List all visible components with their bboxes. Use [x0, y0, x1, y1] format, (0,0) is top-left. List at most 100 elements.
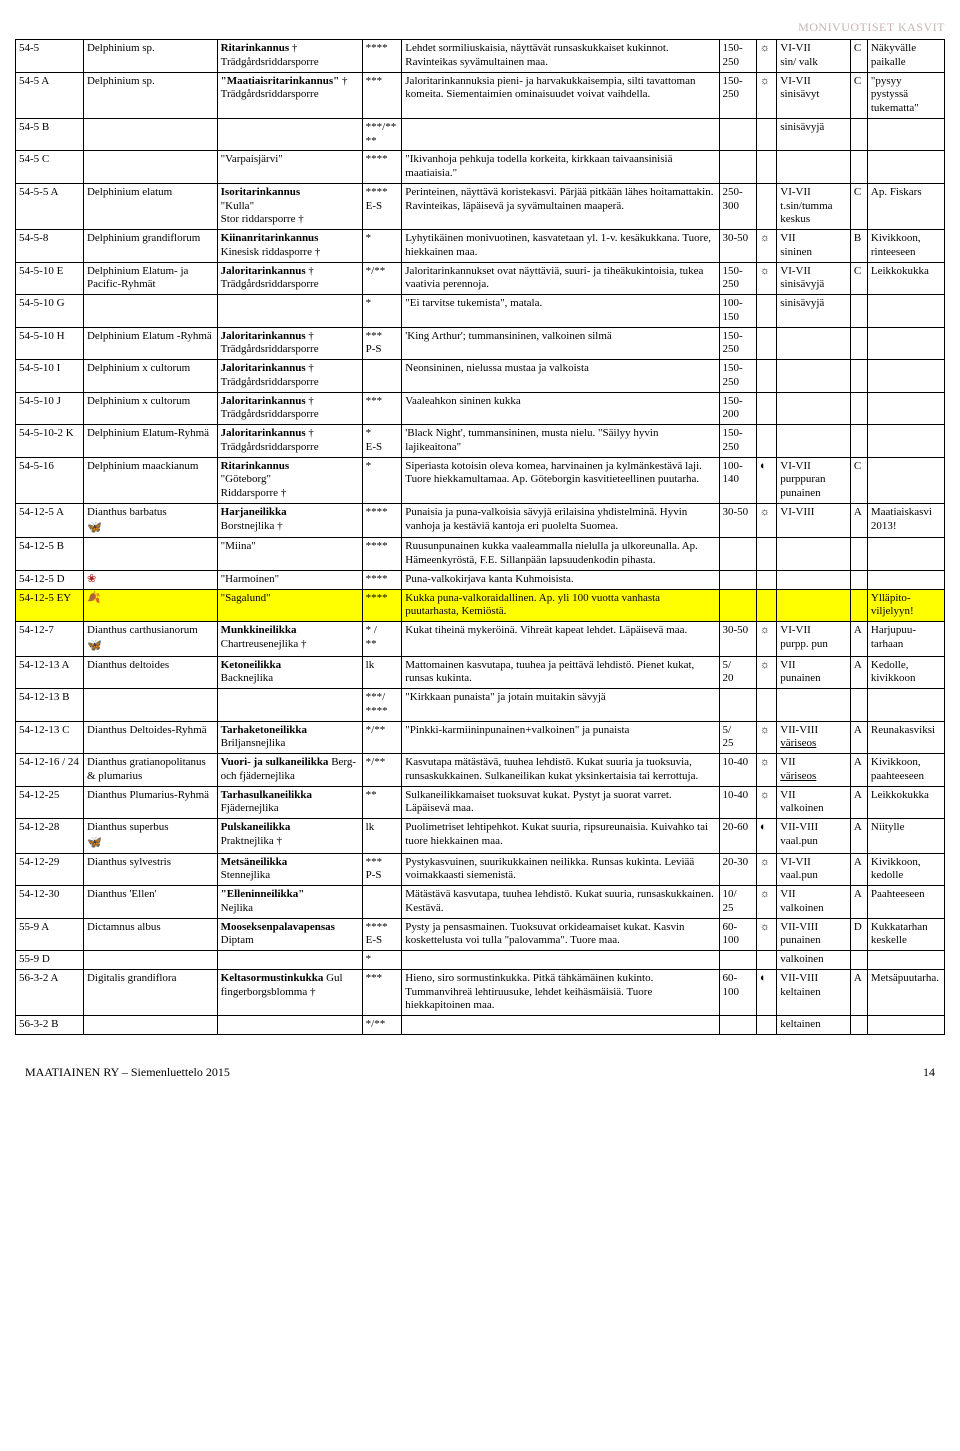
cell-bloom: VIIsininen: [777, 230, 851, 263]
cell-code: 54-12-30: [16, 886, 84, 919]
cell-zone: C: [850, 457, 867, 503]
cell-desc: Lehdet sormiliuskaisia, näyttävät runsas…: [402, 40, 719, 73]
cell-rating: [362, 360, 402, 393]
cell-species: [83, 1016, 217, 1035]
butterfly-icon: [87, 520, 107, 534]
cell-height: 10/25: [719, 886, 756, 919]
cell-sun: [756, 570, 776, 589]
table-row: 54-12-5 EY"Sagalund"****Kukka puna-valko…: [16, 589, 945, 622]
cell-bloom: [777, 425, 851, 458]
table-row: 54-12-7Dianthus carthusianorum Munkkinei…: [16, 622, 945, 657]
cell-rating: [362, 886, 402, 919]
cell-notes: Näkyvälle paikalle: [867, 40, 944, 73]
cell-zone: [850, 327, 867, 360]
cell-notes: Kivikkoon, rinteeseen: [867, 230, 944, 263]
cell-code: 54-12-5 EY: [16, 589, 84, 622]
cell-zone: A: [850, 754, 867, 787]
cell-sun: [756, 151, 776, 184]
cell-desc: Jaloritarinkannukset ovat näyttäviä, suu…: [402, 262, 719, 295]
cell-zone: [850, 589, 867, 622]
cell-bloom: VII-VIIIpunainen: [777, 918, 851, 951]
cell-sun: ☼: [756, 754, 776, 787]
cell-height: 60-100: [719, 969, 756, 1015]
cell-bloom: VIIvalkoinen: [777, 886, 851, 919]
cell-code: 54-12-25: [16, 786, 84, 819]
cell-rating: */**: [362, 721, 402, 754]
cell-sun: [756, 589, 776, 622]
cell-species: Dianthus 'Ellen': [83, 886, 217, 919]
cell-code: 54-12-5 D: [16, 570, 84, 589]
cell-code: 54-5-5 A: [16, 183, 84, 229]
cell-species: Digitalis grandiflora: [83, 969, 217, 1015]
cell-notes: "pysyy pystyssä tukematta": [867, 72, 944, 118]
table-row: 54-12-13 ADianthus deltoidesKetoneilikka…: [16, 656, 945, 689]
cell-sun: ☼: [756, 72, 776, 118]
cell-code: 54-5-10 I: [16, 360, 84, 393]
cell-name: Jaloritarinkannus †Trädgårdsriddarsporre: [217, 262, 362, 295]
cell-rating: ***: [362, 969, 402, 1015]
cell-name: Ritarinkannus †Trädgårdsriddarsporre: [217, 40, 362, 73]
cell-species: Delphinium x cultorum: [83, 360, 217, 393]
cell-code: 54-5 B: [16, 118, 84, 151]
cell-code: 54-5-10 E: [16, 262, 84, 295]
table-row: 54-12-5 D"Harmoinen"****Puna-valkokirjav…: [16, 570, 945, 589]
cell-notes: Ap. Fiskars: [867, 183, 944, 229]
cell-code: 54-5-10 G: [16, 295, 84, 328]
cell-desc: 'Black Night', tummansininen, musta niel…: [402, 425, 719, 458]
cell-desc: Ruusunpunainen kukka vaaleammalla nielul…: [402, 538, 719, 571]
cell-zone: A: [850, 622, 867, 657]
cell-code: 54-12-5 B: [16, 538, 84, 571]
cell-desc: [402, 1016, 719, 1035]
cell-code: 54-5 A: [16, 72, 84, 118]
cell-sun: [756, 951, 776, 970]
cell-name: TarhasulkaneilikkaFjädernejlika: [217, 786, 362, 819]
cell-height: 60-100: [719, 918, 756, 951]
cell-bloom: [777, 538, 851, 571]
cell-name: Vuori- ja sulkanei­likka Berg- och fjäde…: [217, 754, 362, 787]
table-row: 54-12-16 / 24Dianthus gratianopolitanus …: [16, 754, 945, 787]
cell-species: [83, 538, 217, 571]
cell-notes: Kedolle, kivikkoon: [867, 656, 944, 689]
cell-height: 100-150: [719, 295, 756, 328]
flower-icon: [87, 573, 96, 587]
table-row: 54-5 B***/****sinisävyjä: [16, 118, 945, 151]
cell-desc: Perinteinen, näyttävä koristekasvi. Pärj…: [402, 183, 719, 229]
cell-sun: ☼: [756, 656, 776, 689]
cell-bloom: VIIväriseos: [777, 754, 851, 787]
cell-height: [719, 951, 756, 970]
cell-species: Delphinium maackianum: [83, 457, 217, 503]
cell-rating: *: [362, 295, 402, 328]
cell-zone: B: [850, 230, 867, 263]
table-row: 54-12-13 CDianthus Deltoides-RyhmäTarhak…: [16, 721, 945, 754]
cell-species: Delphinium grandiflorum: [83, 230, 217, 263]
cell-height: [719, 1016, 756, 1035]
cell-notes: Leikkokuk­ka: [867, 262, 944, 295]
cell-zone: [850, 570, 867, 589]
table-row: 54-12-25Dianthus Plumarius-RyhmäTarhasul…: [16, 786, 945, 819]
butterfly-icon: [87, 638, 107, 652]
cell-bloom: [777, 392, 851, 425]
cell-code: 55-9 A: [16, 918, 84, 951]
cell-species: Delphinium x cultorum: [83, 392, 217, 425]
cell-species: Delphinium elatum: [83, 183, 217, 229]
cell-notes: [867, 295, 944, 328]
cell-sun: [756, 295, 776, 328]
cell-species: [83, 151, 217, 184]
cell-bloom: [777, 689, 851, 722]
cell-rating: ****: [362, 538, 402, 571]
cell-bloom: sinisävyjä: [777, 118, 851, 151]
cell-sun: ☼: [756, 230, 776, 263]
cell-bloom: VII-VIIIvaal.pun: [777, 819, 851, 854]
cell-rating: **: [362, 786, 402, 819]
cell-name: TarhaketoneilikkaBriljansnejlika: [217, 721, 362, 754]
cell-sun: ☼: [756, 853, 776, 886]
cell-name: [217, 951, 362, 970]
table-row: 54-5-10 HDelphinium Elatum -RyhmäJalorit…: [16, 327, 945, 360]
cell-zone: [850, 951, 867, 970]
cell-zone: D: [850, 918, 867, 951]
cell-species: Dianthus gratianopolitanus & plumarius: [83, 754, 217, 787]
cell-notes: Paahtee­seen: [867, 886, 944, 919]
cell-height: [719, 589, 756, 622]
cell-zone: [850, 360, 867, 393]
cell-desc: "Kirkkaan punaista" ja jotain muitakin s…: [402, 689, 719, 722]
